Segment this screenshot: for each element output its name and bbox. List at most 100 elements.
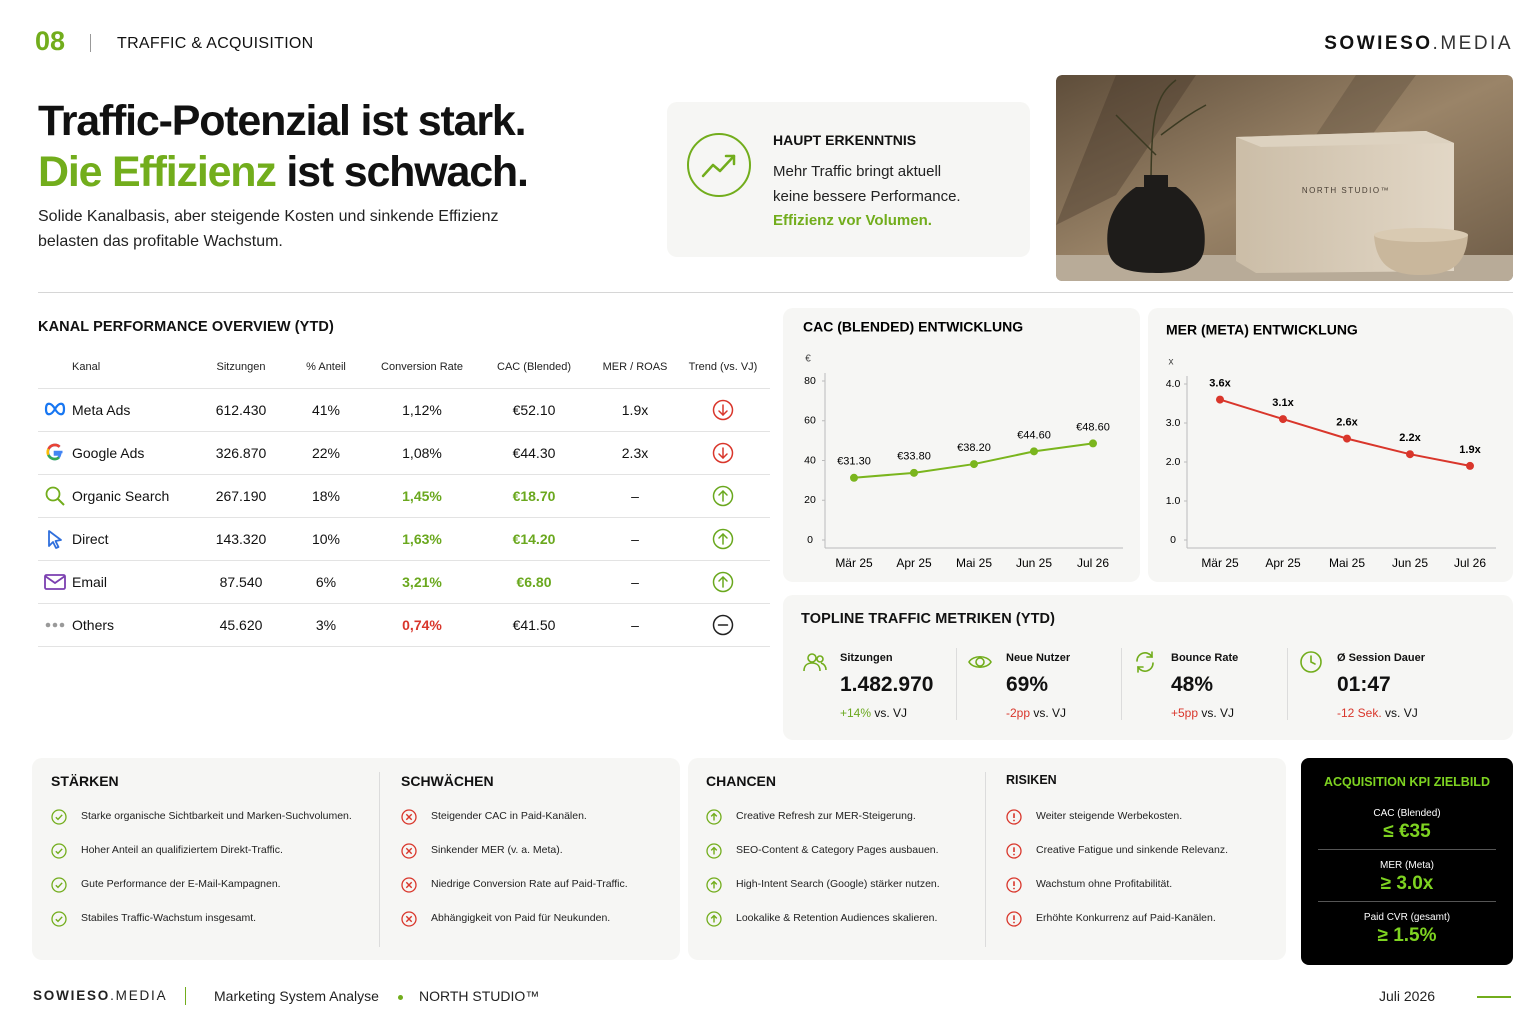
chart-title: CAC (BLENDED) ENTWICKLUNG <box>803 319 1023 335</box>
delta-reference: vs. VJ <box>874 706 908 720</box>
delta-reference: vs. VJ <box>1033 706 1067 720</box>
cac: €18.70 <box>474 474 594 518</box>
trend-icon <box>712 571 734 593</box>
divider <box>38 292 1513 293</box>
swot-item: Hoher Anteil an qualifiziertem Direkt-Tr… <box>81 844 283 856</box>
metric-delta: -12 Sek. vs. VJ <box>1337 706 1418 720</box>
column-header: MER / ROAS <box>602 360 668 373</box>
kpi-label: Paid CVR (gesamt) <box>1363 912 1451 923</box>
swot-icon <box>1006 911 1022 927</box>
table-body: Meta Ads 612.430 41% 1,12% €52.10 1.9x Google … <box>38 388 770 647</box>
table-row: Direct 143.320 10% 1,63% €14.20– <box>38 517 770 561</box>
sessions: 143.320 <box>200 517 282 561</box>
mer: 1.9x <box>594 388 676 432</box>
share: 6% <box>282 560 370 604</box>
divider <box>90 34 91 52</box>
divider <box>1121 648 1122 720</box>
kpi-value: ≤ €35 <box>1383 821 1431 842</box>
point <box>1089 439 1097 448</box>
conversion-rate: 1,45% <box>370 474 474 518</box>
conversion-rate: 3,21% <box>370 560 474 604</box>
metric-icon <box>1136 651 1154 673</box>
y-tick-label: 3.0 <box>1166 417 1181 429</box>
x-tick-label: Jul 26 <box>1077 556 1109 570</box>
swot-item: Stabiles Traffic-Wachstum insgesamt. <box>81 912 257 924</box>
trend-cell <box>676 603 770 647</box>
point <box>1030 447 1038 456</box>
channel-icon <box>46 443 63 461</box>
channel-name: Meta Ads <box>72 388 200 432</box>
delta-value: +5pp <box>1171 706 1199 720</box>
table-header: Kanal Sitzungen % Anteil Conversion Rate CAC… <box>38 345 770 389</box>
trend-cell <box>676 474 770 518</box>
mer: – <box>594 603 676 647</box>
kpi-value: ≥ 3.0x <box>1380 873 1434 894</box>
point <box>1216 395 1224 404</box>
brand-name: SOWIESO <box>1324 33 1433 54</box>
divider <box>1318 849 1496 850</box>
metric-value: 69% <box>1006 673 1049 696</box>
section-number: 08 <box>35 26 66 56</box>
swot-item: Steigender CAC in Paid-Kanälen. <box>431 810 587 822</box>
trend-icon <box>712 614 734 636</box>
value-label: €33.80 <box>897 451 931 463</box>
swot-item: Weiter steigende Werbekosten. <box>1036 810 1183 822</box>
y-tick-label: 80 <box>804 375 816 387</box>
y-axis-label: € <box>805 354 811 365</box>
x-tick-label: Apr 25 <box>1265 556 1301 570</box>
trend-cell <box>676 560 770 604</box>
swot-icon <box>1006 843 1022 859</box>
swot-icon <box>401 843 417 859</box>
delta-reference: vs. VJ <box>1201 706 1235 720</box>
product-image: NORTH STUDIO™ <box>1056 75 1513 281</box>
line <box>1219 398 1471 467</box>
cac: €41.50 <box>474 603 594 647</box>
channel-icon-cell <box>38 603 72 647</box>
footer-brand: SOWIESO.MEDIA <box>33 988 167 1003</box>
topline-title: TOPLINE TRAFFIC METRIKEN (YTD) <box>801 611 1056 627</box>
value-label: 3.1x <box>1272 397 1294 409</box>
swot-item: SEO-Content & Category Pages ausbauen. <box>736 844 939 856</box>
footer-brand-suffix: .MEDIA <box>110 988 168 1003</box>
value-label: €48.60 <box>1076 421 1110 433</box>
point <box>850 473 858 482</box>
subtitle-line: belasten das profitable Wachstum. <box>38 233 283 250</box>
brand-suffix: .MEDIA <box>1432 33 1513 54</box>
column-header: Conversion Rate <box>381 360 463 373</box>
share: 10% <box>282 517 370 561</box>
swot-icon <box>401 877 417 893</box>
delta-value: +14% <box>840 706 872 720</box>
y-tick-label: 2.0 <box>1166 456 1181 468</box>
swot-title: CHANCEN <box>706 773 776 789</box>
table-row: Organic Search 267.190 18% 1,45% €18.70– <box>38 474 770 518</box>
swot-item: Niedrige Conversion Rate auf Paid-Traffi… <box>431 878 628 890</box>
swot-title: SCHWÄCHEN <box>401 773 494 789</box>
table-title: KANAL PERFORMANCE OVERVIEW (YTD) <box>38 319 334 335</box>
cac: €52.10 <box>474 388 594 432</box>
value-label: €44.60 <box>1017 429 1051 441</box>
kpi-label: CAC (Blended) <box>1373 808 1441 819</box>
swot-title: RISIKEN <box>1006 773 1057 787</box>
share: 18% <box>282 474 370 518</box>
cac-chart: CAC (BLENDED) ENTWICKLUNG €0 20 40 60 80 Mär 2… <box>803 319 1123 570</box>
y-tick-label: 40 <box>804 454 816 466</box>
metric-delta: -2pp vs. VJ <box>1006 706 1066 720</box>
divider <box>185 987 186 1005</box>
swot-item: Creative Fatigue und sinkende Relevanz. <box>1036 844 1229 856</box>
point <box>1406 450 1414 459</box>
swot-icon <box>51 877 67 893</box>
swot-item: Creative Refresh zur MER-Steigerung. <box>736 810 916 822</box>
trend-icon <box>712 528 734 550</box>
mer: – <box>594 560 676 604</box>
share: 41% <box>282 388 370 432</box>
channel-icon <box>44 402 66 416</box>
swot-item: Starke organische Sichtbarkeit und Marke… <box>81 810 352 822</box>
column-header: % Anteil <box>306 360 346 373</box>
x-tick-label: Mai 25 <box>1329 556 1365 570</box>
value-label: 3.6x <box>1209 378 1231 390</box>
y-tick-label: 4.0 <box>1166 378 1181 390</box>
metric-icon <box>968 655 992 669</box>
value-label: 2.2x <box>1399 432 1421 444</box>
point <box>910 468 918 477</box>
y-tick-label: 60 <box>804 415 816 427</box>
